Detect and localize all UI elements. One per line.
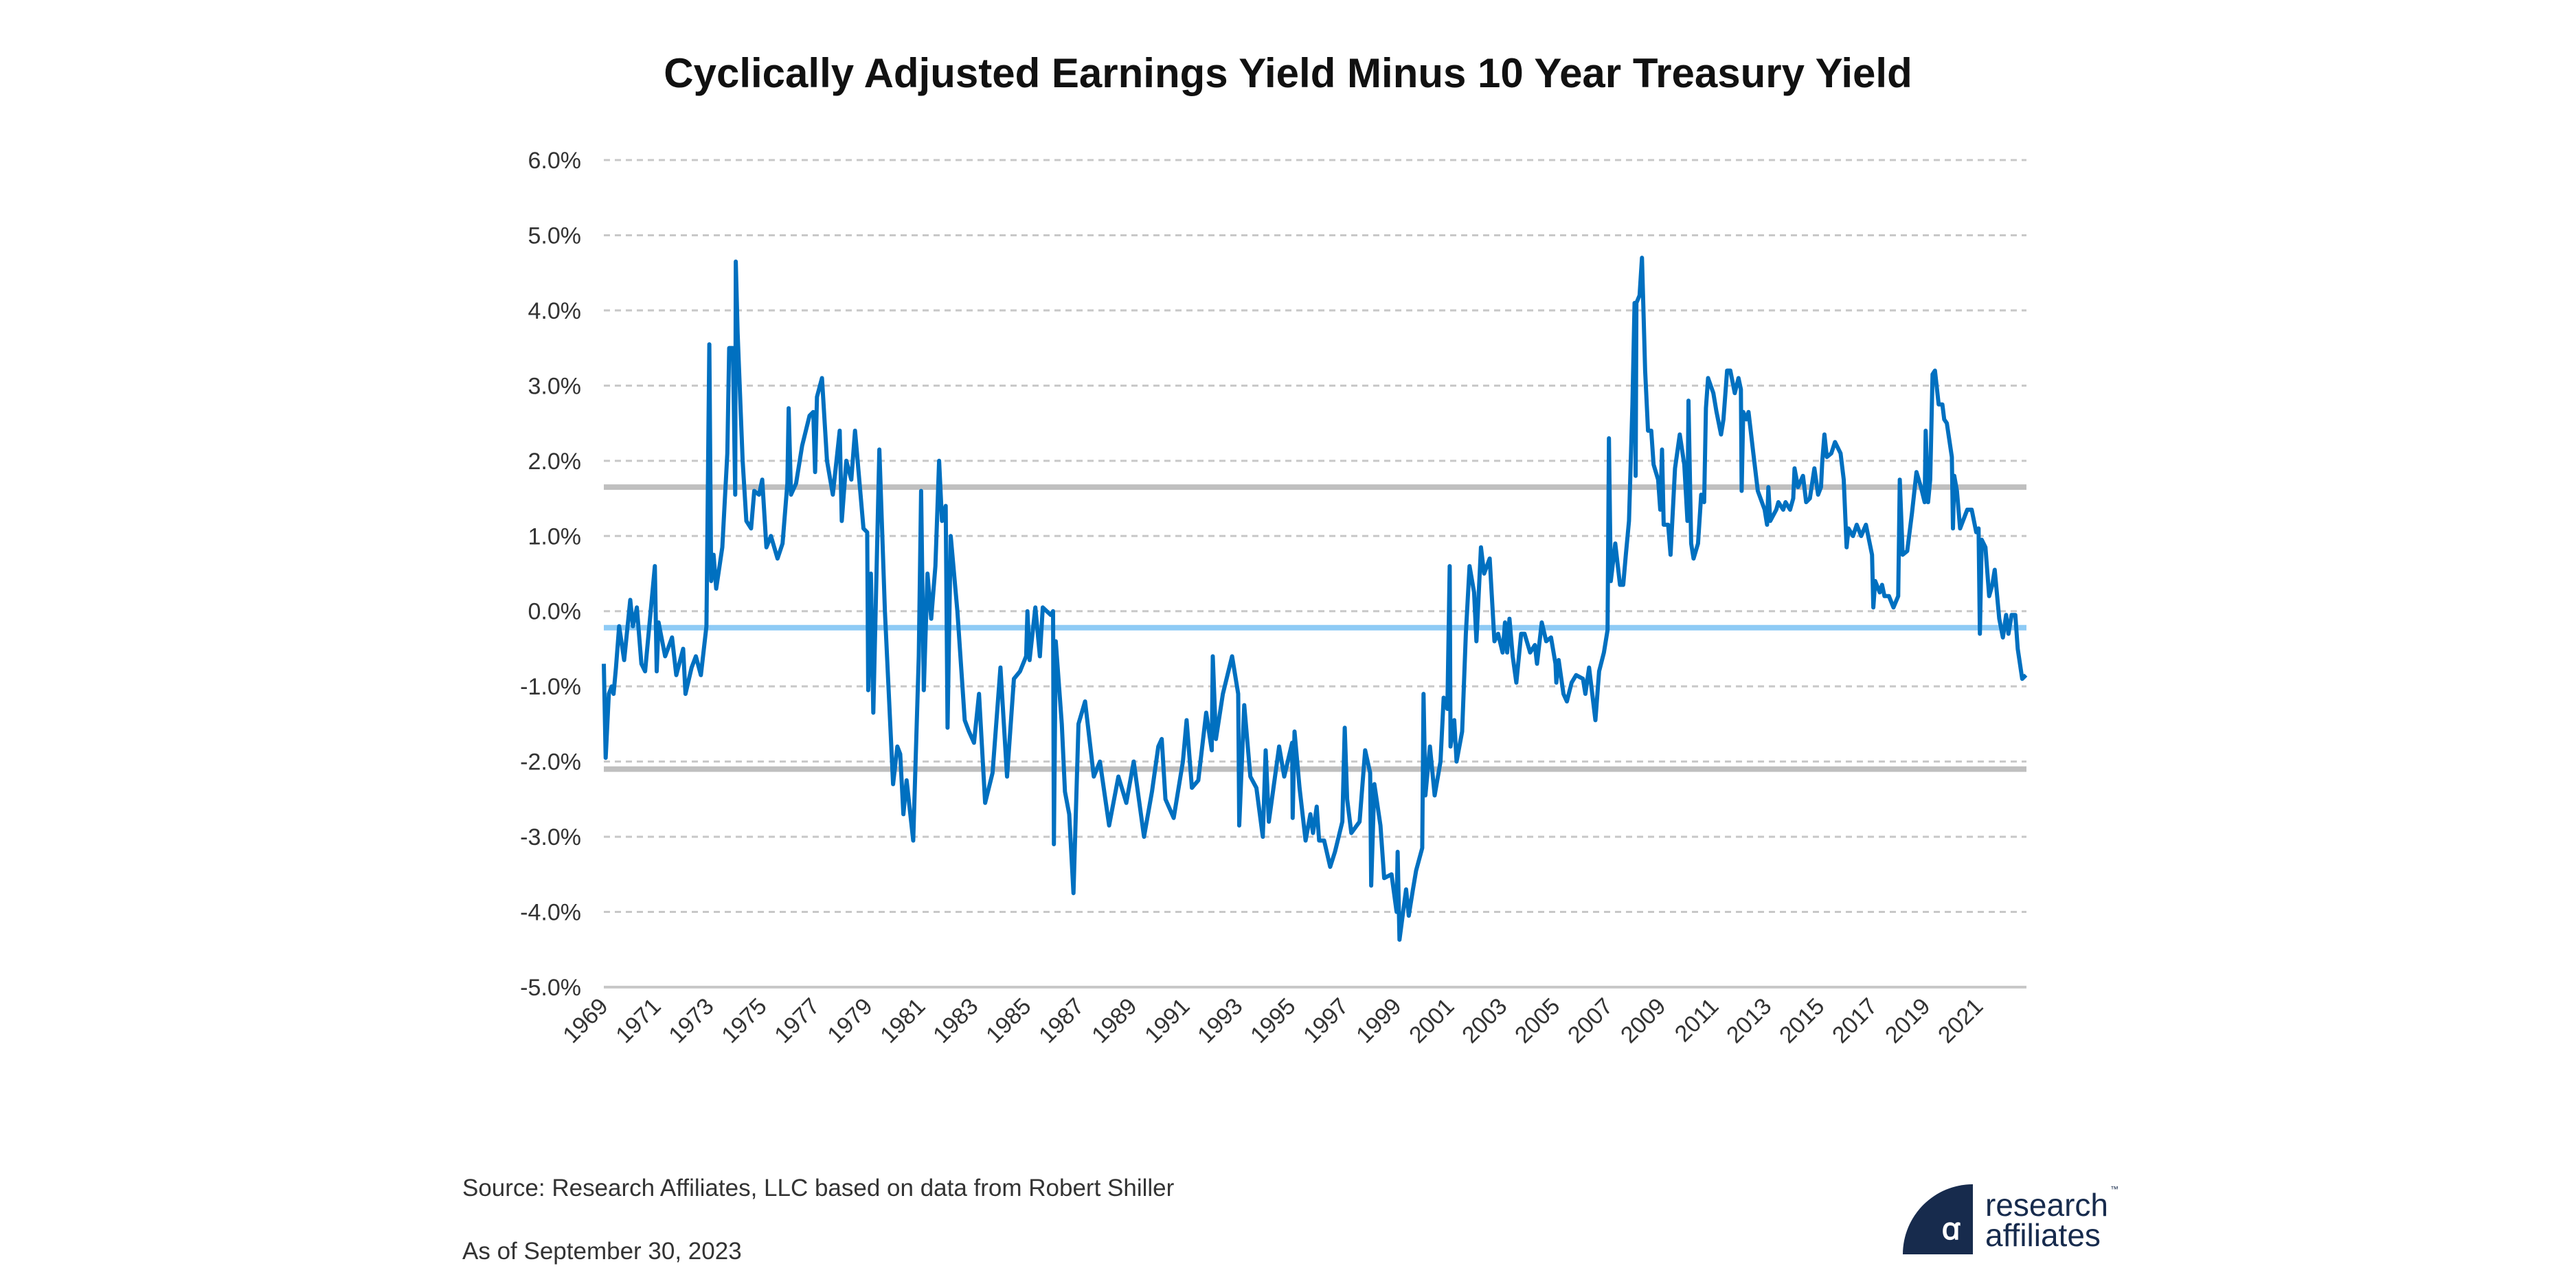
x-tick-label: 1969 <box>558 993 613 1048</box>
x-tick-label: 1989 <box>1087 993 1142 1048</box>
svg-text:ꭤ: ꭤ <box>1941 1212 1961 1246</box>
research-affiliates-logo: ꭤ research affiliates ™ <box>1903 1180 2123 1263</box>
x-tick-label: 1995 <box>1245 993 1300 1048</box>
y-tick-label: -4.0% <box>520 900 581 926</box>
x-tick-label: 2003 <box>1457 993 1512 1048</box>
y-tick-label: 2.0% <box>528 449 582 475</box>
y-tick-label: 4.0% <box>528 298 582 324</box>
x-tick-label: 2015 <box>1774 993 1829 1048</box>
y-tick-label: 0.0% <box>528 599 582 625</box>
x-tick-label: 1971 <box>611 993 666 1048</box>
y-tick-label: 1.0% <box>528 523 582 550</box>
x-tick-label: 1991 <box>1140 993 1195 1048</box>
x-tick-label: 2013 <box>1721 993 1776 1048</box>
x-axis: 1969197119731975197719791981198319851987… <box>558 993 1988 1048</box>
x-tick-label: 1993 <box>1193 993 1247 1048</box>
x-tick-label: 2007 <box>1563 993 1618 1048</box>
x-tick-label: 1987 <box>1034 993 1089 1048</box>
x-tick-label: 1975 <box>716 993 771 1048</box>
x-tick-label: 1983 <box>928 993 983 1048</box>
source-note: Source: Research Affiliates, LLC based o… <box>462 1175 1175 1201</box>
chart-title: Cyclically Adjusted Earnings Yield Minus… <box>664 50 1912 96</box>
x-tick-label: 1979 <box>822 993 877 1048</box>
y-tick-label: -1.0% <box>520 674 581 700</box>
y-tick-label: 5.0% <box>528 223 582 249</box>
gridlines <box>604 159 2026 988</box>
x-tick-label: 2009 <box>1616 993 1671 1048</box>
reference-lines <box>604 484 2026 772</box>
series-group <box>602 256 2028 942</box>
x-tick-label: 1985 <box>981 993 1036 1048</box>
logo-text-affiliates: affiliates <box>1985 1217 2101 1253</box>
x-tick-label: 2001 <box>1404 993 1459 1048</box>
x-tick-label: 1973 <box>664 993 719 1048</box>
y-tick-label: -3.0% <box>520 824 581 850</box>
y-tick-label: -2.0% <box>520 749 581 776</box>
x-tick-label: 2019 <box>1880 993 1935 1048</box>
x-tick-label: 2005 <box>1510 993 1565 1048</box>
series-line <box>602 256 2028 942</box>
x-tick-label: 1999 <box>1351 993 1406 1048</box>
y-axis: 6.0% 5.0% 4.0% 3.0% 2.0% 1.0% 0.0% -1.0% -2.0% -3… <box>520 148 581 1001</box>
y-tick-label: 3.0% <box>528 373 582 399</box>
as-of-date: As of September 30, 2023 <box>462 1238 742 1265</box>
y-tick-label: -5.0% <box>520 975 581 1001</box>
x-tick-label: 1981 <box>875 993 930 1048</box>
x-tick-label: 2017 <box>1827 993 1882 1048</box>
logo-text-research: research <box>1985 1187 2108 1223</box>
x-tick-label: 2021 <box>1933 993 1988 1048</box>
y-tick-label: 6.0% <box>528 148 582 174</box>
x-tick-label: 1997 <box>1298 993 1353 1048</box>
x-tick-label: 2011 <box>1670 993 1724 1048</box>
logo-mark-icon: ꭤ <box>1903 1184 1973 1254</box>
x-tick-label: 1977 <box>769 993 824 1048</box>
logo-trademark: ™ <box>2110 1184 2119 1194</box>
